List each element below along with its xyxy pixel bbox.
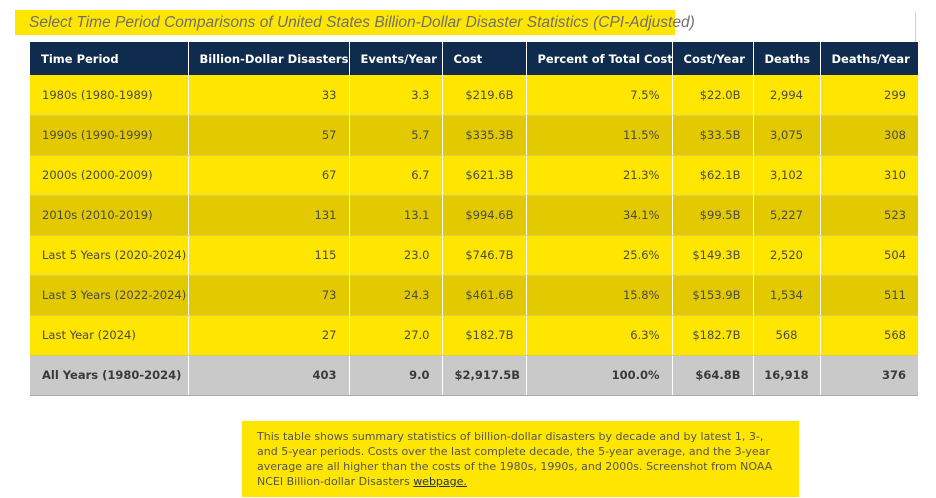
column-header-billion-dollar-disasters: Billion-Dollar Disasters — [188, 42, 350, 75]
cell-cost-per-year: $182.7B — [672, 315, 754, 356]
divider — [915, 12, 916, 42]
page-title: Select Time Period Comparisons of United… — [15, 10, 695, 35]
cell-deaths: 2,994 — [753, 75, 821, 116]
table-row: 2010s (2010-2019) 131 13.1 $994.6B 34.1%… — [30, 195, 918, 236]
cell-events-per-year: 13.1 — [349, 195, 443, 236]
table-row: Last 5 Years (2020-2024) 115 23.0 $746.7… — [30, 235, 918, 276]
column-header-deaths-per-year: Deaths/Year — [820, 42, 918, 75]
cell-deaths-per-year: 504 — [820, 235, 918, 276]
cell-deaths: 3,075 — [753, 115, 821, 156]
cell-cost: $182.7B — [442, 315, 527, 356]
disaster-statistics-table: Time Period Billion-Dollar Disasters Eve… — [30, 42, 918, 396]
cell-events-per-year: 23.0 — [349, 235, 443, 276]
cell-cost-per-year: $99.5B — [672, 195, 754, 236]
table-row: 2000s (2000-2009) 67 6.7 $621.3B 21.3% $… — [30, 155, 918, 196]
table-row: 1980s (1980-1989) 33 3.3 $219.6B 7.5% $2… — [30, 75, 918, 116]
cell-disasters: 73 — [188, 275, 350, 316]
cell-time-period: 2010s (2010-2019) — [30, 195, 189, 236]
cell-cost-per-year: $153.9B — [672, 275, 754, 316]
cell-cost-per-year: $33.5B — [672, 115, 754, 156]
cell-deaths-per-year: 308 — [820, 115, 918, 156]
cell-percent-of-total: 34.1% — [526, 195, 673, 236]
cell-deaths-per-year: 299 — [820, 75, 918, 116]
cell-deaths-per-year: 568 — [820, 315, 918, 356]
column-header-deaths: Deaths — [753, 42, 821, 75]
cell-percent-of-total: 11.5% — [526, 115, 673, 156]
cell-disasters: 33 — [188, 75, 350, 116]
cell-cost-per-year: $64.8B — [672, 355, 754, 396]
cell-cost: $746.7B — [442, 235, 527, 276]
cell-cost-per-year: $22.0B — [672, 75, 754, 116]
cell-deaths: 3,102 — [753, 155, 821, 196]
cell-percent-of-total: 6.3% — [526, 315, 673, 356]
table-total-row: All Years (1980-2024) 403 9.0 $2,917.5B … — [30, 355, 918, 396]
cell-disasters: 57 — [188, 115, 350, 156]
cell-events-per-year: 24.3 — [349, 275, 443, 316]
cell-cost: $621.3B — [442, 155, 527, 196]
cell-cost: $461.6B — [442, 275, 527, 316]
column-header-cost-per-year: Cost/Year — [672, 42, 754, 75]
webpage-link[interactable]: webpage. — [413, 475, 467, 488]
cell-percent-of-total: 21.3% — [526, 155, 673, 196]
cell-cost: $335.3B — [442, 115, 527, 156]
cell-deaths: 568 — [753, 315, 821, 356]
cell-cost-per-year: $62.1B — [672, 155, 754, 196]
column-header-cost: Cost — [442, 42, 527, 75]
cell-time-period: 1990s (1990-1999) — [30, 115, 189, 156]
cell-time-period: 1980s (1980-1989) — [30, 75, 189, 116]
cell-events-per-year: 5.7 — [349, 115, 443, 156]
cell-time-period: Last 3 Years (2022-2024) — [30, 275, 189, 316]
cell-events-per-year: 27.0 — [349, 315, 443, 356]
cell-percent-of-total: 15.8% — [526, 275, 673, 316]
cell-deaths: 16,918 — [753, 355, 821, 396]
cell-disasters: 131 — [188, 195, 350, 236]
cell-deaths: 1,534 — [753, 275, 821, 316]
cell-events-per-year: 6.7 — [349, 155, 443, 196]
cell-cost: $2,917.5B — [442, 355, 527, 396]
cell-deaths-per-year: 523 — [820, 195, 918, 236]
column-header-time-period: Time Period — [30, 42, 189, 75]
cell-percent-of-total: 100.0% — [526, 355, 673, 396]
cell-disasters: 115 — [188, 235, 350, 276]
column-header-percent-of-total-cost: Percent of Total Cost — [526, 42, 673, 75]
cell-disasters: 67 — [188, 155, 350, 196]
cell-deaths-per-year: 310 — [820, 155, 918, 196]
table-row: Last Year (2024) 27 27.0 $182.7B 6.3% $1… — [30, 315, 918, 356]
cell-events-per-year: 3.3 — [349, 75, 443, 116]
cell-deaths-per-year: 376 — [820, 355, 918, 396]
cell-cost: $219.6B — [442, 75, 527, 116]
cell-time-period: Last 5 Years (2020-2024) — [30, 235, 189, 276]
cell-time-period: All Years (1980-2024) — [30, 355, 189, 396]
cell-percent-of-total: 25.6% — [526, 235, 673, 276]
column-header-events-per-year: Events/Year — [349, 42, 443, 75]
cell-percent-of-total: 7.5% — [526, 75, 673, 116]
cell-events-per-year: 9.0 — [349, 355, 443, 396]
cell-cost: $994.6B — [442, 195, 527, 236]
cell-deaths: 5,227 — [753, 195, 821, 236]
cell-time-period: 2000s (2000-2009) — [30, 155, 189, 196]
table-row: 1990s (1990-1999) 57 5.7 $335.3B 11.5% $… — [30, 115, 918, 156]
cell-disasters: 27 — [188, 315, 350, 356]
table-header-row: Time Period Billion-Dollar Disasters Eve… — [30, 42, 918, 75]
caption-text: This table shows summary statistics of b… — [257, 430, 773, 488]
table-row: Last 3 Years (2022-2024) 73 24.3 $461.6B… — [30, 275, 918, 316]
caption-note: This table shows summary statistics of b… — [242, 421, 799, 497]
cell-deaths-per-year: 511 — [820, 275, 918, 316]
cell-deaths: 2,520 — [753, 235, 821, 276]
cell-disasters: 403 — [188, 355, 350, 396]
cell-time-period: Last Year (2024) — [30, 315, 189, 356]
cell-cost-per-year: $149.3B — [672, 235, 754, 276]
